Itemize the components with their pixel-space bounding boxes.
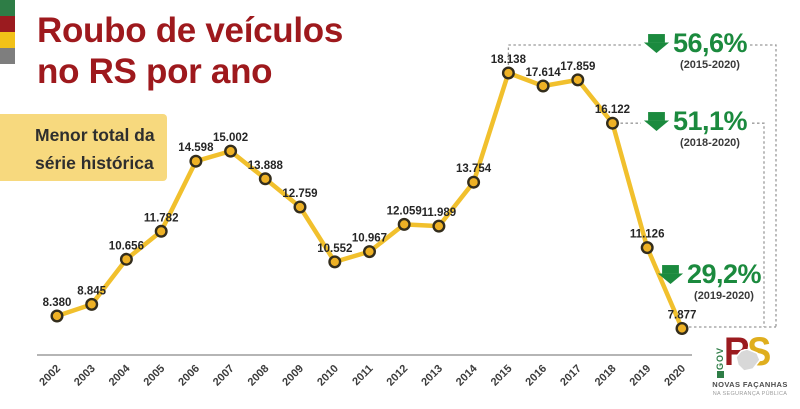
period-range: (2019-2020) (694, 290, 754, 302)
data-point-label: 10.967 (352, 233, 387, 245)
data-point-label: 16.122 (595, 104, 630, 116)
year-tick-label: 2009 (280, 363, 306, 389)
year-tick-label: 2015 (489, 363, 515, 389)
data-point (675, 322, 689, 336)
year-tick-label: 2012 (385, 363, 411, 389)
year-tick-label: 2003 (72, 363, 98, 389)
data-point-label: 12.059 (387, 205, 422, 217)
data-point-label: 11.782 (144, 212, 179, 224)
callout-line-1: Menor total da (35, 125, 155, 145)
stripe-yellow (0, 32, 15, 48)
brand-stripes (0, 0, 15, 64)
data-point (224, 144, 238, 158)
callout-note: Menor total da série histórica (0, 114, 167, 181)
arrow-down-icon (643, 112, 670, 131)
year-tick-label: 2008 (246, 363, 272, 389)
dotted-guide-line (752, 122, 765, 327)
data-point-label: 13.754 (456, 163, 492, 175)
period-range: (2015-2020) (680, 59, 740, 71)
data-point (606, 116, 620, 130)
data-point-label: 11.989 (422, 207, 457, 219)
year-tick-label: 2002 (37, 363, 63, 389)
stripe-red (0, 16, 15, 32)
percent-drop-value: 56,6% (673, 28, 748, 58)
data-point (397, 217, 411, 231)
year-tick-label: 2004 (107, 362, 133, 388)
data-point (50, 309, 64, 323)
arrow-down-icon (643, 34, 670, 53)
data-point-label: 11.126 (630, 229, 665, 241)
data-point-label: 17.614 (526, 67, 562, 79)
year-tick-label: 2019 (628, 363, 654, 389)
logo-tagline: NOVAS FAÇANHAS (712, 380, 788, 389)
stripe-green (0, 0, 15, 16)
data-point (640, 241, 654, 255)
data-point-label: 7.877 (668, 310, 697, 322)
data-point (501, 66, 515, 80)
data-point (293, 200, 307, 214)
percent-drop-value: 29,2% (687, 259, 762, 289)
callout-line-2: série histórica (35, 153, 154, 173)
year-tick-label: 2010 (315, 363, 341, 389)
year-tick-label: 2020 (662, 363, 688, 389)
data-point (85, 297, 99, 311)
data-point (189, 154, 203, 168)
data-point-label: 12.759 (282, 188, 317, 200)
year-tick-label: 2018 (593, 363, 619, 389)
stripe-gray (0, 48, 15, 64)
data-point-label: 10.552 (317, 243, 352, 255)
arrow-down-icon (657, 265, 684, 284)
data-point (432, 219, 446, 233)
gov-rs-logo: GOV RS NOVAS FAÇANHAS NA SEGURANÇA PÚBLI… (710, 330, 790, 402)
data-point (467, 175, 481, 189)
logo-subtagline: NA SEGURANÇA PÚBLICA (712, 391, 788, 397)
percent-drop-value: 51,1% (673, 106, 748, 136)
rs-state-shape-icon (736, 349, 761, 371)
year-tick-label: 2011 (350, 363, 375, 388)
data-point (258, 172, 272, 186)
year-tick-label: 2005 (142, 363, 168, 389)
period-range: (2018-2020) (680, 137, 740, 149)
data-point-label: 13.888 (248, 160, 284, 172)
data-point-label: 18.138 (491, 54, 527, 66)
gov-green-square (717, 371, 724, 378)
page-title: Roubo de veículos no RS por ano (37, 10, 343, 92)
data-point (119, 252, 133, 266)
page-title-line-1: Roubo de veículos (37, 11, 344, 50)
year-tick-label: 2014 (454, 362, 480, 388)
data-point (363, 245, 377, 259)
annotation-drop-2019-2020: 29,2% (2019-2020) (657, 259, 762, 302)
data-point-label: 8.845 (77, 285, 106, 297)
page-title-line-2: no RS por ano (37, 52, 273, 91)
dotted-guide-line (507, 44, 641, 65)
data-point-label: 17.859 (560, 61, 595, 73)
data-point (328, 255, 342, 269)
series-line (54, 70, 685, 331)
year-tick-label: 2007 (211, 363, 237, 389)
data-point-label: 14.598 (178, 142, 214, 154)
year-tick-label: 2013 (419, 363, 445, 389)
dotted-guide-line (750, 44, 777, 327)
year-tick-label: 2006 (176, 363, 202, 389)
year-tick-label: 2017 (558, 363, 584, 389)
data-point (536, 79, 550, 93)
year-tick-label: 2016 (523, 363, 549, 389)
data-point (571, 73, 585, 87)
data-point-label: 15.002 (213, 132, 248, 144)
data-point-label: 10.656 (109, 240, 144, 252)
annotation-drop-2018-2020: 51,1% (2018-2020) (643, 106, 748, 149)
data-point (154, 224, 168, 238)
annotation-drop-2015-2020: 56,6% (2015-2020) (643, 28, 748, 71)
data-point-label: 8.380 (43, 297, 72, 309)
